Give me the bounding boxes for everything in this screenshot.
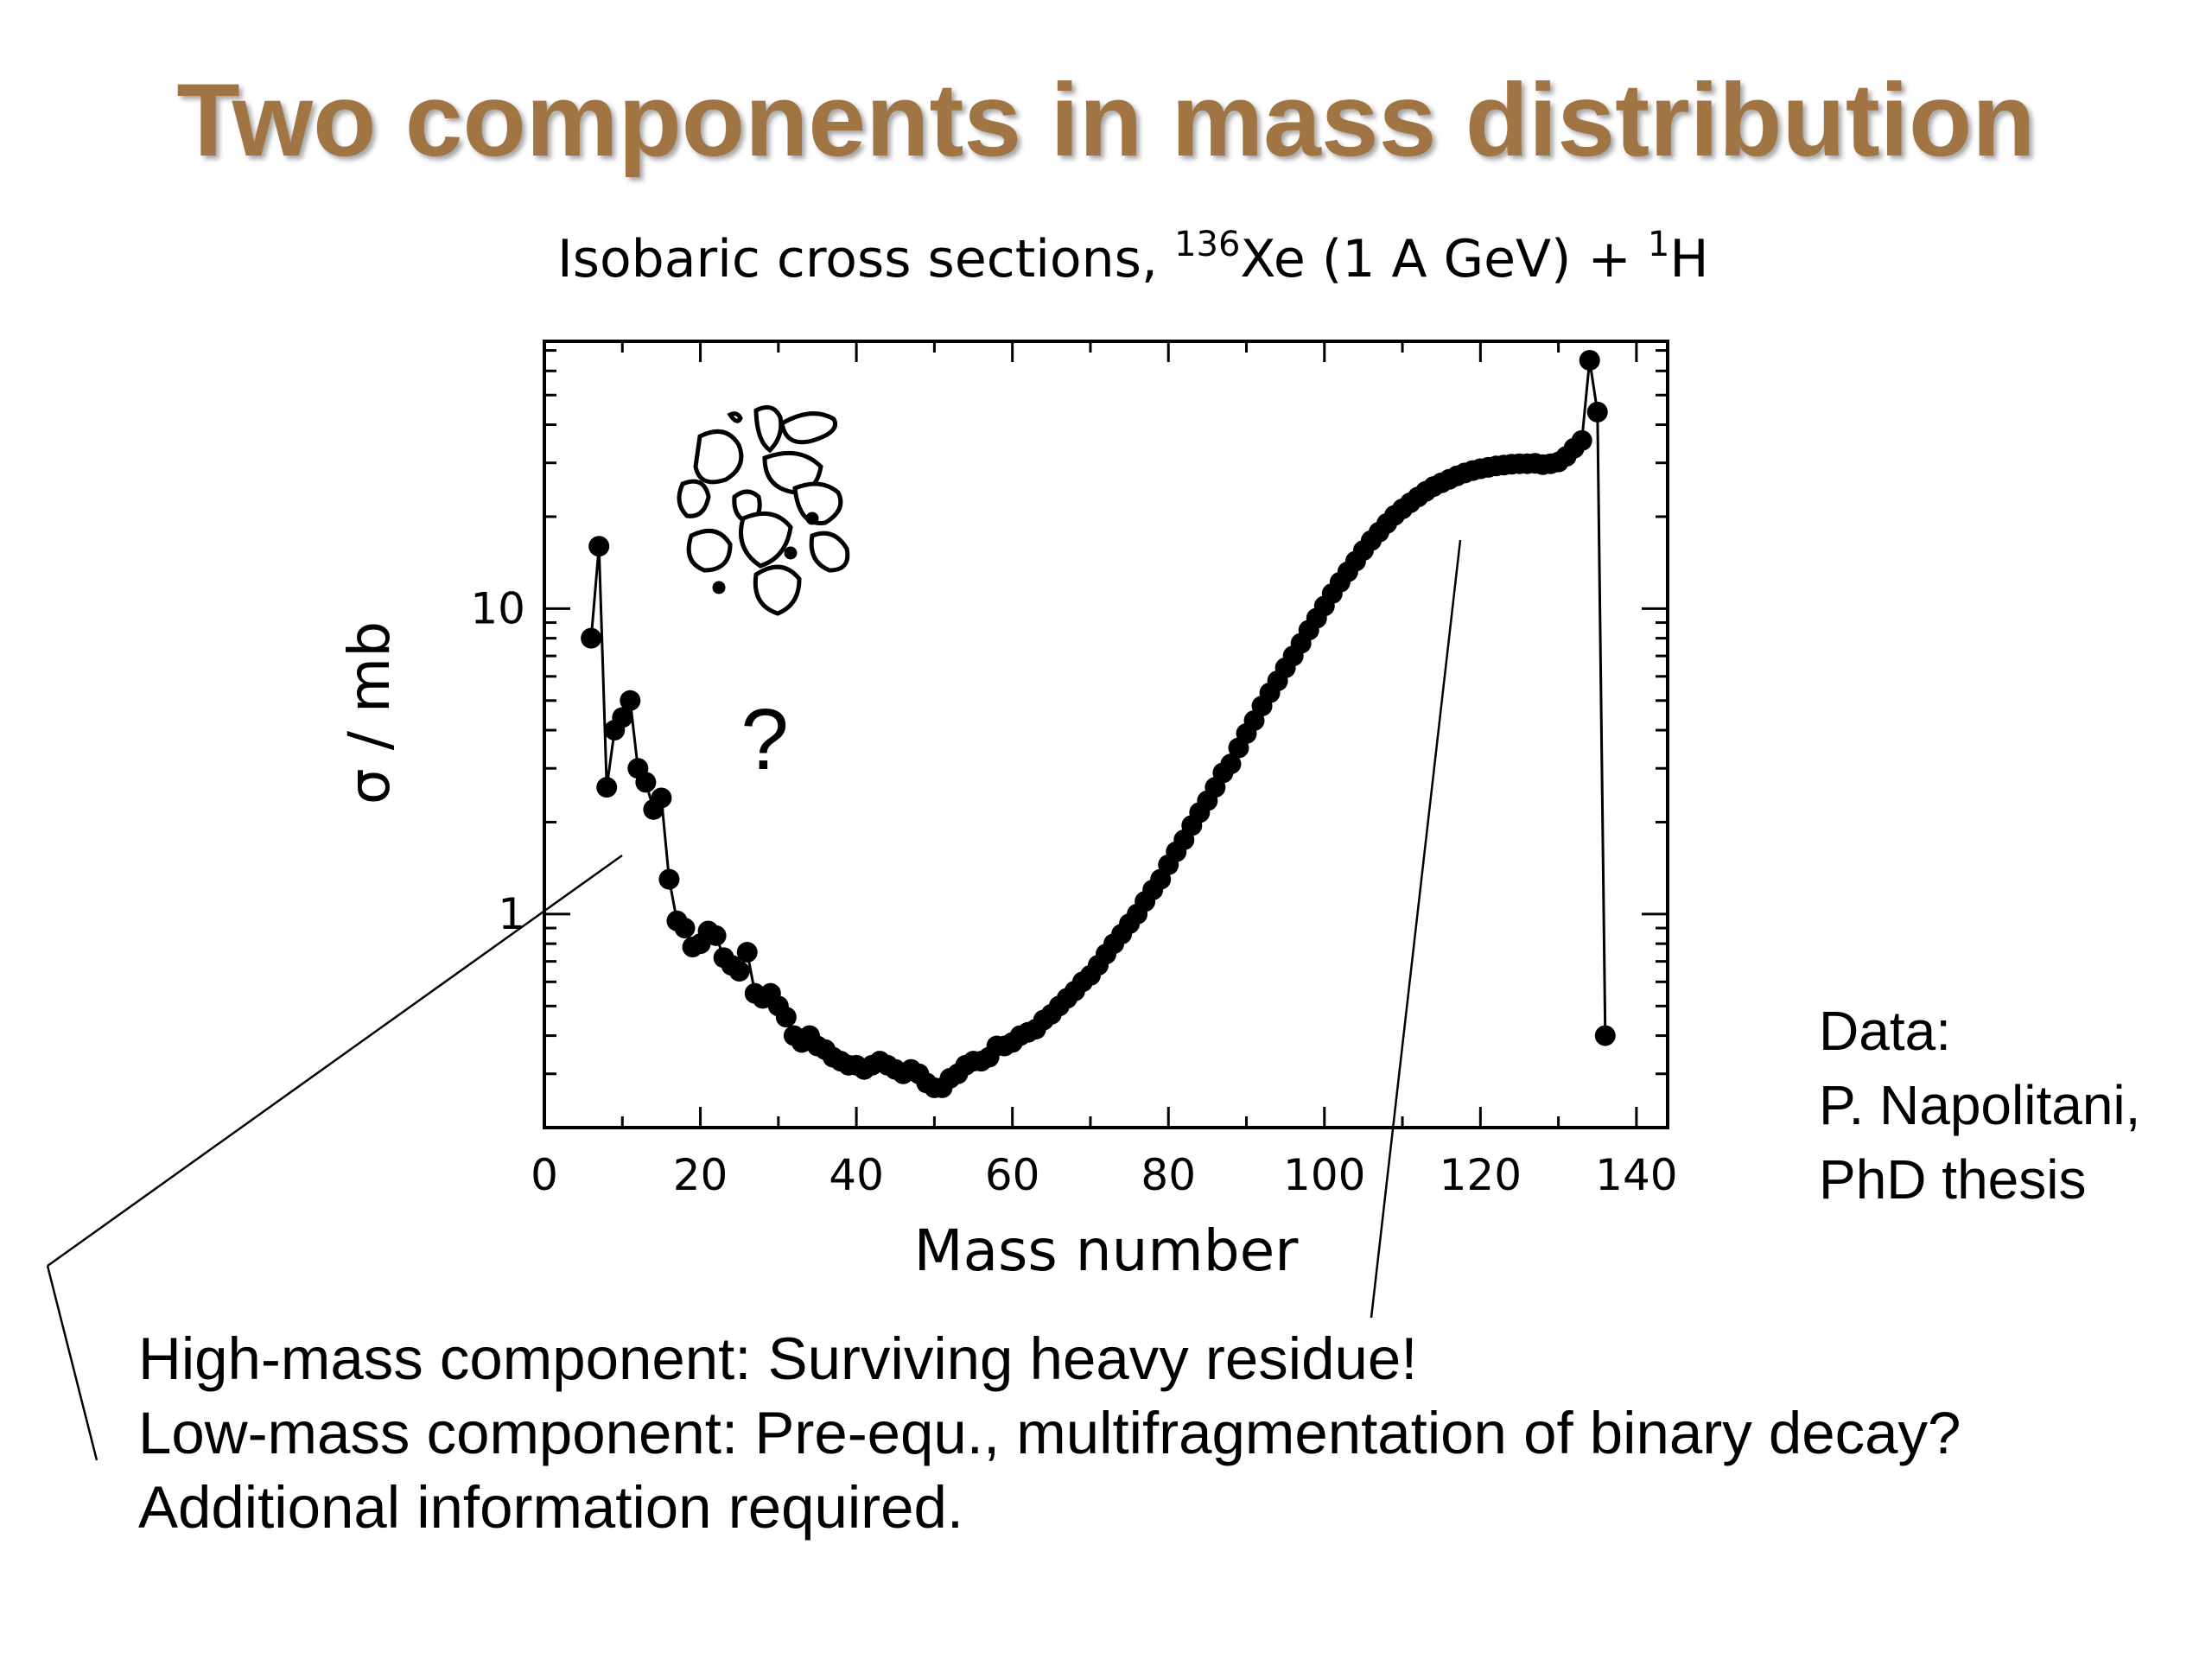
chart-title-pre: Isobaric cross sections, <box>557 229 1174 289</box>
summary-line-high-mass: High-mass component: Surviving heavy res… <box>138 1325 1418 1392</box>
data-point <box>1594 1025 1616 1046</box>
axis-ticks: 0 20 40 60 80 100 120 140 1 10 <box>470 341 1678 1200</box>
data-source-note: Data: P. Napolitani, PhD thesis <box>1819 994 2140 1217</box>
data-note-line: P. Napolitani, <box>1819 1074 2141 1136</box>
y-tick-label: 10 <box>470 583 525 633</box>
plot-frame <box>543 340 1669 1129</box>
data-point <box>588 536 610 557</box>
y-axis-label: σ / mb <box>336 621 403 804</box>
x-tick-label: 100 <box>1283 1150 1365 1200</box>
summary-line-low-mass: Low-mass component: Pre-equ., multifragm… <box>138 1400 1961 1466</box>
data-point <box>728 961 750 982</box>
data-point <box>1220 753 1242 775</box>
summary-line-info: Additional information required. <box>138 1474 964 1541</box>
x-tick-label: 20 <box>673 1150 728 1200</box>
data-point <box>620 690 641 711</box>
data-point <box>1571 429 1592 451</box>
chart-title: Isobaric cross sections, 136Xe (1 A GeV)… <box>557 225 1708 289</box>
low-mass-pointer-tail <box>46 1265 99 1461</box>
data-point <box>635 772 657 793</box>
x-axis-label: Mass number <box>914 1217 1300 1284</box>
x-tick-label: 40 <box>829 1150 884 1200</box>
x-tick-label: 140 <box>1595 1150 1677 1200</box>
data-note-line: Data: <box>1819 1000 1951 1062</box>
data-point <box>658 868 680 890</box>
data-note-line: PhD thesis <box>1819 1148 2087 1211</box>
data-point <box>705 925 727 946</box>
x-tick-label: 0 <box>531 1150 558 1200</box>
question-mark-label: ? <box>741 691 789 788</box>
data-point <box>651 787 672 809</box>
chart-title-sup1: 136 <box>1174 225 1240 264</box>
data-point <box>581 627 602 649</box>
data-point <box>596 777 618 798</box>
slide-title: Two components in mass distribution <box>176 62 2036 178</box>
x-tick-label: 80 <box>1141 1150 1196 1200</box>
low-mass-pointer-line <box>47 854 623 1268</box>
chart-title-mid: Xe (1 A GeV) + <box>1240 229 1647 289</box>
data-point <box>736 942 758 963</box>
x-tick-label: 120 <box>1440 1150 1522 1200</box>
high-mass-pointer-line <box>1370 539 1462 1319</box>
x-tick-label: 60 <box>985 1150 1040 1200</box>
data-point <box>775 1007 797 1028</box>
data-series <box>581 349 1616 1098</box>
chart-title-post: H <box>1669 229 1708 289</box>
data-point <box>1586 401 1608 423</box>
summary-text: High-mass component: Surviving heavy res… <box>138 1322 1961 1545</box>
data-point <box>674 918 696 939</box>
chart-title-sup2: 1 <box>1648 225 1669 264</box>
multifragmentation-sketch-icon <box>677 404 850 616</box>
data-point <box>612 707 633 728</box>
y-tick-label: 1 <box>498 889 525 939</box>
data-point <box>1579 349 1600 371</box>
